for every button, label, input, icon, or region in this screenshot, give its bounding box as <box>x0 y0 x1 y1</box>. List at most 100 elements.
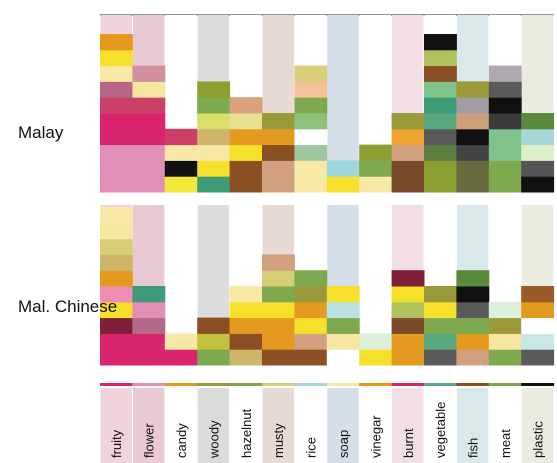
category-label-burnt: burnt <box>401 428 416 458</box>
axis-strip-rice <box>294 383 328 386</box>
bar-segment-hazelnut-0-1 <box>229 144 263 161</box>
bar-segment-vegetable-1-4 <box>424 286 457 303</box>
bar-segment-flower-1-1 <box>132 317 166 334</box>
bar-segment-vegetable-0-6 <box>424 65 457 82</box>
bar-segment-soap-1-4 <box>326 286 360 303</box>
category-label-vegetable: vegetable <box>433 402 448 458</box>
bar-segment-soap-0-1 <box>326 160 360 177</box>
label-band-meat <box>489 388 521 463</box>
category-label-candy: candy <box>174 423 189 458</box>
bar-segment-vinegar-0-1 <box>359 160 393 177</box>
bar-segment-hazelnut-1-2 <box>229 317 263 334</box>
axis-strip-woody <box>197 383 231 386</box>
bar-segment-hazelnut-0-3 <box>229 113 263 130</box>
bar-segment-flower-0-4 <box>132 65 166 82</box>
bar-segment-plastic-1-1 <box>521 333 555 350</box>
bar-segment-soap-1-1 <box>326 333 360 350</box>
bar-segment-rice-0-1 <box>294 144 328 161</box>
axis-strip-soap <box>326 383 360 386</box>
label-band-fruity <box>100 388 132 463</box>
bar-segment-fish-0-3 <box>456 113 490 130</box>
bar-segment-fruity-1-8 <box>100 207 133 224</box>
axis-strip-flower <box>132 383 166 386</box>
bar-segment-musty-0-2 <box>262 128 295 146</box>
bar-segment-vegetable-0-1 <box>424 144 457 161</box>
category-label-hazelnut: hazelnut <box>239 408 254 458</box>
bar-segment-burnt-1-2 <box>391 301 425 319</box>
category-label-meat: meat <box>498 429 513 458</box>
bar-segment-plastic-0-0 <box>521 176 555 193</box>
bar-segment-fruity-1-1 <box>100 317 133 334</box>
bar-segment-fish-0-5 <box>456 81 490 98</box>
bar-segment-vinegar-1-0 <box>359 349 393 366</box>
label-band-hazelnut <box>230 388 262 463</box>
bar-segment-fruity-0-0 <box>100 144 133 193</box>
category-label-musty: musty <box>271 423 286 458</box>
bar-segment-flower-0-2 <box>132 97 166 114</box>
label-band-rice <box>294 388 327 463</box>
bar-segment-rice-0-0 <box>294 160 328 193</box>
label-band-candy <box>165 388 197 463</box>
bar-segment-flower-1-0 <box>132 333 166 366</box>
bar-segment-meat-0-5 <box>488 81 522 98</box>
bar-segment-soap-1-0 <box>326 349 360 366</box>
bar-segment-rice-1-5 <box>294 270 328 287</box>
label-band-flower <box>132 388 165 463</box>
category-label-woody: woody <box>206 420 221 459</box>
bar-segment-soap-1-2 <box>326 317 360 334</box>
bar-segment-hazelnut-1-0 <box>229 349 263 366</box>
bar-segment-burnt-1-4 <box>391 270 425 287</box>
bar-segment-hazelnut-1-1 <box>229 333 263 350</box>
bar-segment-musty-1-4 <box>262 286 295 303</box>
bar-segment-vegetable-0-3 <box>424 113 457 130</box>
bar-segment-fish-1-5 <box>456 270 490 287</box>
bar-segment-vegetable-0-2 <box>424 128 457 146</box>
bar-segment-musty-0-3 <box>262 113 295 130</box>
bar-segment-meat-0-4 <box>488 97 522 114</box>
bar-segment-fish-1-0 <box>456 349 490 366</box>
bar-segment-soap-0-0 <box>326 176 360 193</box>
bar-segment-woody-0-1 <box>197 160 231 177</box>
bar-segment-fish-0-4 <box>456 97 490 114</box>
bar-segment-hazelnut-1-4 <box>229 286 263 303</box>
bar-segment-woody-1-2 <box>197 317 231 334</box>
bar-segment-rice-1-1 <box>294 333 328 350</box>
bar-segment-hazelnut-0-0 <box>229 160 263 193</box>
bar-segment-flower-0-3 <box>132 81 166 98</box>
bar-segment-rice-0-2 <box>294 128 328 146</box>
bar-segment-rice-0-3 <box>294 113 328 130</box>
bar-segment-meat-0-2 <box>488 128 522 146</box>
category-label-rice: rice <box>304 437 319 458</box>
bar-segment-vegetable-1-1 <box>424 333 457 350</box>
bar-segment-fruity-0-5 <box>100 49 133 67</box>
axis-strip-vinegar <box>359 383 393 386</box>
bar-segment-plastic-1-3 <box>521 301 555 319</box>
bar-segment-candy-1-1 <box>164 333 198 350</box>
bar-segment-woody-0-4 <box>197 113 231 130</box>
bar-segment-candy-0-3 <box>164 128 198 146</box>
bar-segment-vinegar-0-2 <box>359 144 393 161</box>
bar-segment-musty-1-6 <box>262 254 295 271</box>
bar-segment-vegetable-0-0 <box>424 160 457 193</box>
bar-segment-rice-1-4 <box>294 286 328 303</box>
category-label-vinegar: vinegar <box>368 415 383 458</box>
label-band-soap <box>327 388 359 463</box>
bar-segment-vegetable-0-5 <box>424 81 457 98</box>
bar-segment-fruity-1-3 <box>100 286 133 303</box>
bar-segment-burnt-1-3 <box>391 286 425 303</box>
bar-segment-candy-1-0 <box>164 349 198 366</box>
bar-segment-vinegar-1-1 <box>359 333 393 350</box>
bar-segment-fish-1-2 <box>456 317 490 334</box>
bar-segment-musty-1-5 <box>262 270 295 287</box>
bar-segment-hazelnut-0-2 <box>229 128 263 146</box>
axis-strip-musty <box>262 383 295 386</box>
bar-segment-musty-0-0 <box>262 160 295 193</box>
bar-segment-burnt-1-0 <box>391 333 425 366</box>
bar-segment-burnt-0-3 <box>391 113 425 130</box>
bar-segment-vegetable-1-0 <box>424 349 457 366</box>
bar-segment-vegetable-1-2 <box>424 317 457 334</box>
bar-segment-soap-1-3 <box>326 301 360 319</box>
bar-segment-fruity-1-6 <box>100 238 133 255</box>
bar-segment-meat-0-0 <box>488 160 522 193</box>
